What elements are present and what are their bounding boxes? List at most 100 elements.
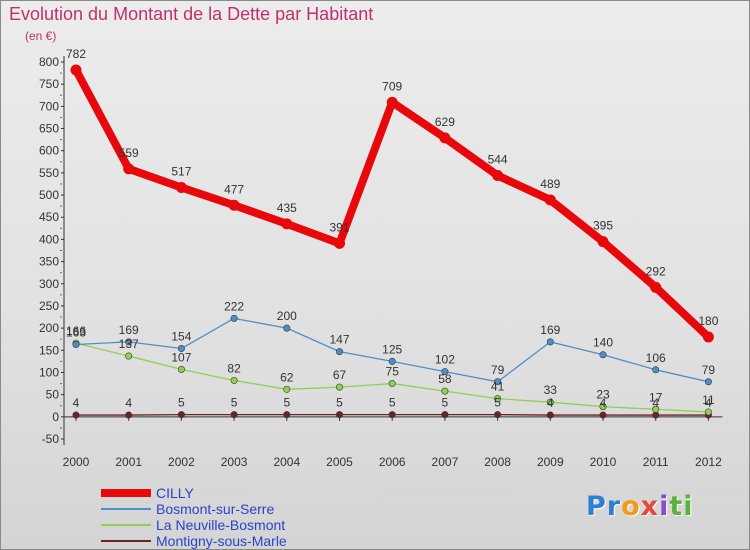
data-point — [230, 411, 238, 419]
data-label: 200 — [277, 309, 297, 323]
data-point — [441, 387, 449, 395]
data-point — [125, 338, 133, 346]
data-label: 82 — [227, 361, 241, 375]
data-point — [175, 182, 187, 194]
legend-label: Montigny-sous-Marle — [156, 533, 287, 549]
data-point — [283, 411, 291, 419]
data-point — [494, 395, 502, 403]
y-tick-label: 0 — [52, 410, 59, 424]
data-point — [281, 218, 293, 230]
data-label: 5 — [283, 396, 290, 410]
data-label: 4 — [73, 396, 80, 410]
data-point — [546, 398, 554, 406]
data-point — [335, 411, 343, 419]
data-point — [492, 170, 504, 182]
data-point — [544, 194, 556, 206]
data-label: 435 — [277, 201, 297, 215]
series-line — [72, 65, 713, 341]
data-point — [177, 345, 185, 353]
data-point — [125, 352, 133, 360]
data-point — [704, 378, 712, 386]
data-label: 125 — [382, 342, 402, 356]
data-label: 169 — [119, 323, 139, 337]
data-point — [388, 357, 396, 365]
x-tick-label: 2001 — [115, 455, 142, 469]
x-tick-label: 2009 — [537, 455, 564, 469]
data-label: 147 — [329, 333, 349, 347]
data-point — [702, 331, 714, 343]
data-label: 544 — [488, 153, 508, 167]
data-point — [599, 403, 607, 411]
data-point — [599, 351, 607, 359]
y-tick-label: 800 — [39, 55, 59, 69]
data-point — [650, 281, 662, 293]
data-label: 62 — [280, 370, 294, 384]
y-tick-label: 550 — [39, 166, 59, 180]
data-point — [72, 341, 80, 349]
data-label: 23 — [596, 388, 610, 402]
proxiti-logo: Proxiti — [586, 491, 694, 522]
data-label: 4 — [547, 396, 554, 410]
data-point — [386, 96, 398, 108]
y-tick-label: 400 — [39, 232, 59, 246]
y-unit-label: (en €) — [25, 29, 57, 43]
data-point — [441, 368, 449, 376]
data-label: 489 — [540, 177, 560, 191]
data-point — [334, 237, 345, 249]
data-point — [123, 163, 135, 175]
legend-label: CILLY — [156, 485, 194, 501]
data-point — [704, 408, 712, 416]
data-label: 629 — [435, 115, 455, 129]
data-label: 5 — [231, 396, 238, 410]
x-tick-label: 2006 — [379, 455, 406, 469]
data-label: 33 — [544, 383, 558, 397]
y-tick-label: -50 — [42, 432, 60, 446]
y-tick-label: 750 — [39, 77, 59, 91]
data-label: 5 — [389, 396, 396, 410]
x-tick-label: 2008 — [484, 455, 511, 469]
x-tick-label: 2011 — [643, 455, 669, 469]
data-label: 4 — [652, 396, 659, 410]
data-label: 4 — [125, 396, 132, 410]
data-label: 5 — [494, 396, 501, 410]
data-point — [652, 405, 660, 413]
data-label: 11 — [702, 393, 715, 407]
y-tick-label: 350 — [39, 255, 59, 269]
data-point — [599, 411, 607, 419]
data-point — [283, 324, 291, 332]
data-point — [177, 411, 185, 419]
data-label: 222 — [224, 299, 244, 313]
legend-label: La Neuville-Bosmont — [156, 517, 286, 533]
y-tick-label: 250 — [39, 299, 59, 313]
data-label: 41 — [491, 380, 505, 394]
data-point — [70, 64, 82, 76]
data-point — [283, 385, 291, 393]
data-label: 140 — [593, 336, 613, 350]
x-tick-label: 2010 — [590, 455, 617, 469]
y-tick-label: 300 — [39, 277, 59, 291]
data-label: 517 — [171, 165, 191, 179]
data-label: 102 — [435, 353, 455, 367]
y-tick-label: 100 — [39, 365, 59, 379]
data-point — [494, 411, 502, 419]
y-tick-label: 500 — [39, 188, 59, 202]
data-point — [441, 411, 449, 419]
data-label: 292 — [646, 264, 666, 278]
y-tick-label: 700 — [39, 99, 59, 113]
data-label: 154 — [171, 330, 191, 344]
data-label: 477 — [224, 182, 244, 196]
data-label: 782 — [66, 47, 86, 61]
data-label: 5 — [336, 396, 343, 410]
data-label: 4 — [705, 396, 712, 410]
data-point — [546, 411, 554, 419]
data-label: 163 — [66, 326, 86, 340]
data-label: 709 — [382, 79, 402, 93]
x-tick-label: 2003 — [221, 455, 248, 469]
data-label: 166 — [66, 324, 86, 338]
data-label: 180 — [698, 314, 718, 328]
y-tick-label: 150 — [39, 343, 59, 357]
data-label: 137 — [119, 337, 139, 351]
logo-part-3: x — [640, 491, 660, 522]
x-tick-label: 2005 — [326, 455, 353, 469]
data-point — [125, 411, 133, 419]
